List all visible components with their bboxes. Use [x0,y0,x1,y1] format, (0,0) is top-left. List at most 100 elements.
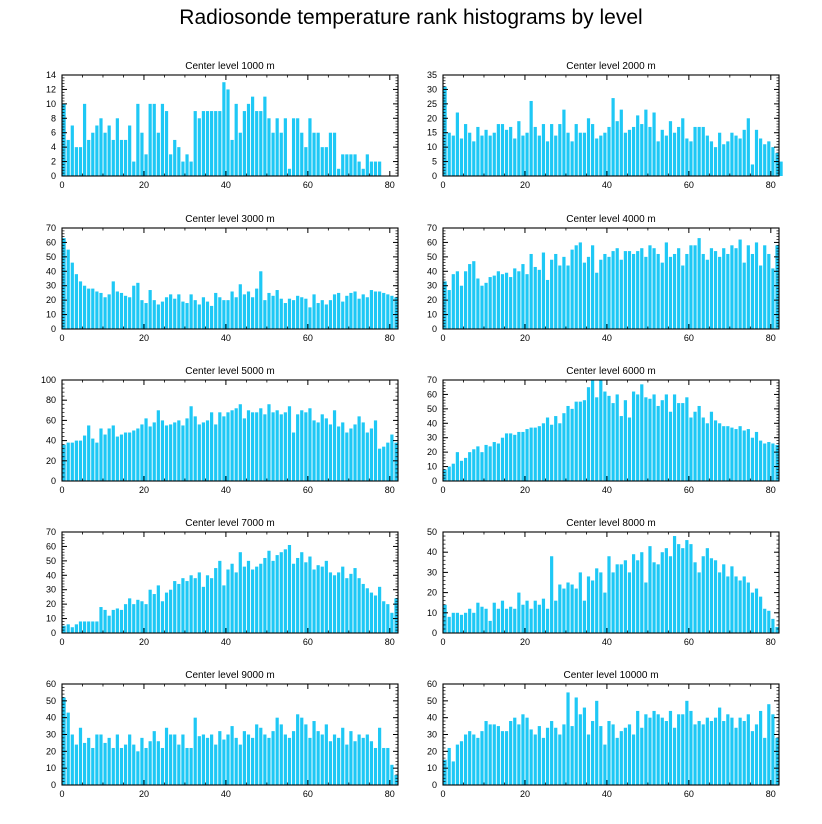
histogram-bar [644,582,648,633]
histogram-bar [70,262,74,329]
histogram-bar [685,397,689,481]
histogram-bar [365,154,369,176]
histogram-bar [91,132,95,176]
histogram-bar [480,452,484,481]
histogram-bar [447,290,451,329]
histogram-bar [525,717,529,785]
histogram-bar [521,714,525,785]
histogram-bar [619,731,623,785]
histogram-bar [259,408,263,481]
histogram-bar [636,394,640,481]
y-tick-label: 20 [427,295,437,305]
histogram-bar [300,297,304,329]
histogram-bar [119,609,124,633]
histogram-bar [545,608,550,633]
histogram-bar [496,726,500,785]
histogram-bar [607,256,611,329]
histogram-bar [95,621,99,633]
histogram-bar [492,602,496,633]
histogram-bar [472,141,476,176]
y-tick-label: 50 [427,404,437,414]
histogram-bar [668,121,673,176]
y-tick-label: 0 [432,476,437,486]
histogram-bar [365,734,369,785]
histogram-bar [115,734,119,785]
histogram-bar [132,161,136,176]
y-tick-label: 70 [46,527,56,537]
histogram-bar [627,417,632,481]
histogram-bar [648,717,652,785]
histogram-bar [115,118,119,176]
histogram-bar [496,124,500,176]
histogram-bar [390,612,394,633]
histogram-bar [226,734,230,785]
histogram-bar [62,625,66,633]
histogram-bar [91,438,95,481]
histogram-bar [496,608,500,633]
histogram-bar [631,554,636,633]
x-tick-label: 80 [385,180,395,190]
panel-title: Center level 4000 m [566,214,656,225]
histogram-bar [95,291,99,329]
x-tick-label: 60 [684,789,694,799]
histogram-bar [763,443,767,481]
histogram-bar [222,300,226,329]
histogram-bar [562,256,566,329]
histogram-bar [173,581,177,633]
histogram-bar [177,147,181,176]
x-tick-label: 80 [385,789,395,799]
histogram-bar [742,129,746,176]
x-tick-label: 0 [59,180,64,190]
x-tick-label: 40 [602,485,612,495]
histogram-bar [734,135,738,176]
histogram-bar [382,446,386,481]
histogram-bar [623,251,627,329]
x-tick-label: 40 [221,637,231,647]
y-tick-label: 30 [46,281,56,291]
histogram-bar [181,301,185,329]
histogram-bar [463,457,468,481]
histogram-bar [738,580,742,633]
histogram-bar [296,295,300,329]
histogram-bar [541,423,546,481]
histogram-bar [759,138,763,176]
histogram-bar [324,418,328,481]
histogram-bar [713,560,718,633]
histogram-bar [636,710,640,785]
histogram-bar [529,427,533,481]
histogram-bar [476,446,480,481]
histogram-bar [300,132,304,176]
histogram-bar [320,414,324,481]
histogram-bar [263,557,267,633]
y-tick-label: 80 [46,395,56,405]
histogram-bar [558,734,562,785]
histogram-bar [742,576,746,633]
y-tick-label: 20 [427,588,437,598]
y-tick-label: 30 [427,433,437,443]
histogram-bar [722,144,726,176]
histogram-bar [328,572,333,633]
x-tick-label: 40 [602,637,612,647]
histogram-bar [111,139,115,176]
histogram-bar [738,239,742,329]
histogram-bar [357,161,361,176]
histogram-bar [361,422,365,481]
histogram-bar [697,721,701,785]
histogram-bar [480,606,484,633]
histogram-bar [459,614,464,633]
histogram-bar [537,726,541,785]
histogram-bar [304,298,308,329]
y-tick-label: 0 [432,628,437,638]
histogram-bar [447,132,451,176]
histogram-bar [722,426,726,481]
histogram-bar [578,714,582,785]
histogram-bar [238,404,242,481]
histogram-bar [533,266,537,329]
x-tick-label: 60 [303,485,313,495]
histogram-bar [156,410,160,481]
histogram-bar [107,125,111,176]
histogram-bar [681,714,685,785]
histogram-bar [513,608,517,633]
histogram-panel-7: Center level 7000 m 0 20 40 60 80 0 10 20 30 40 50 6… [46,518,399,647]
histogram-bar [119,139,124,176]
